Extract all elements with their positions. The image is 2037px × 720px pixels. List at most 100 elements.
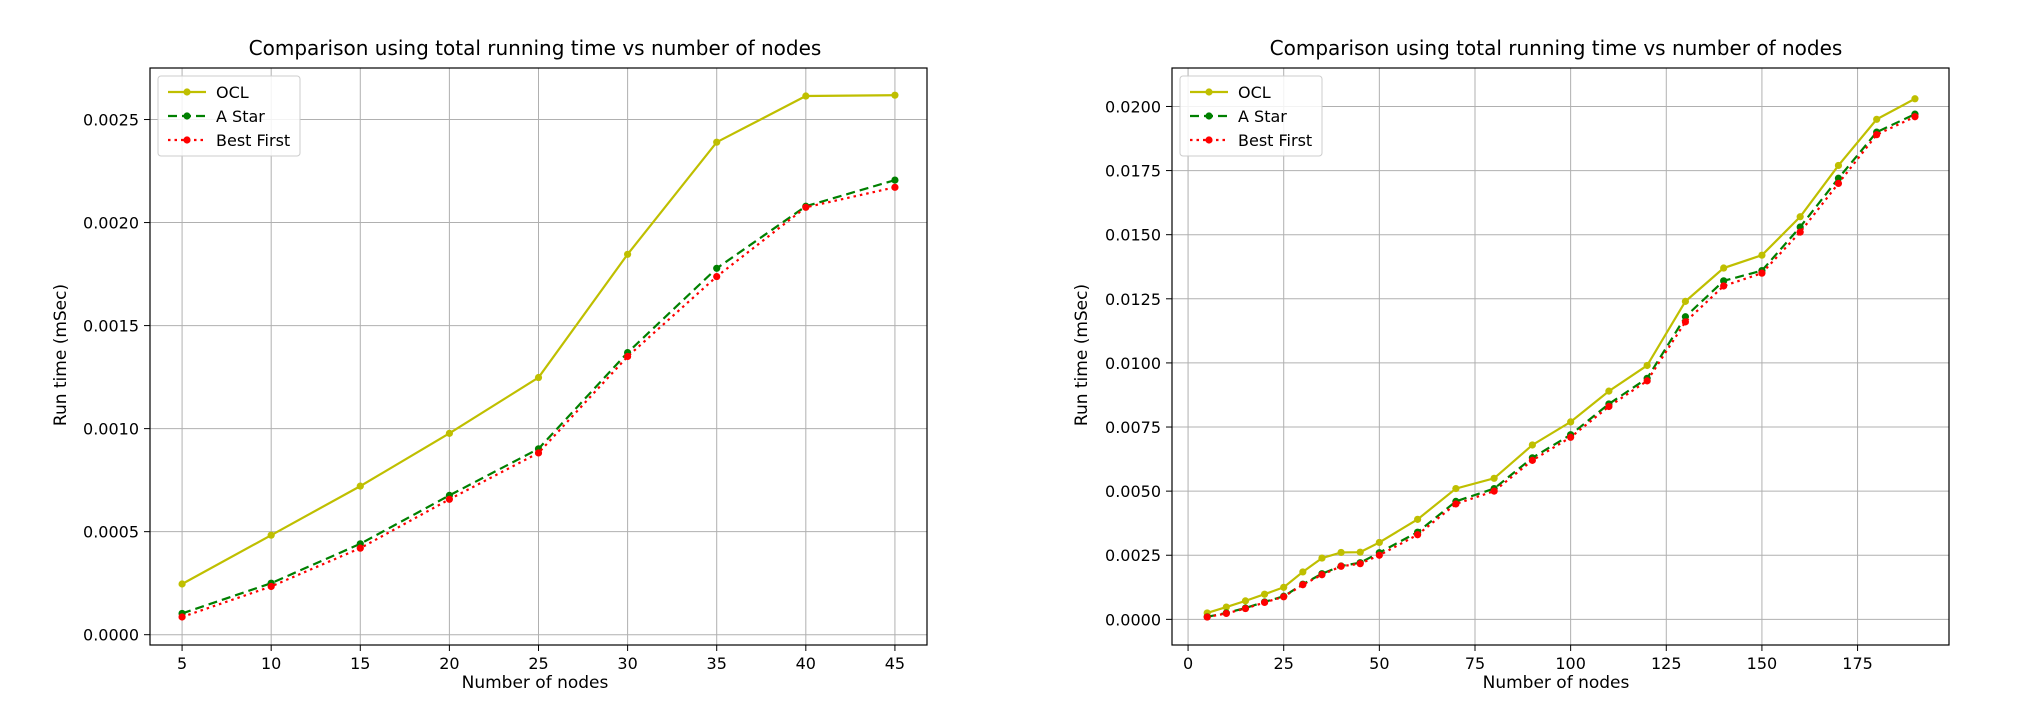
data-point — [1911, 95, 1919, 103]
y-axis-label: Run time (mSec) — [1072, 284, 1092, 426]
data-point — [1222, 609, 1230, 618]
data-point — [1280, 583, 1288, 591]
data-point — [1337, 548, 1345, 557]
data-point — [1260, 590, 1269, 598]
y-tick-label: 0.0150 — [1105, 226, 1161, 245]
data-point — [891, 176, 899, 184]
legend-marker — [1205, 88, 1213, 96]
data-point — [1681, 297, 1690, 305]
legend-marker — [183, 136, 191, 144]
x-tick-label: 75 — [1465, 654, 1485, 673]
legend-label: OCL — [216, 83, 249, 102]
data-point — [1720, 282, 1728, 290]
data-point — [534, 373, 543, 382]
data-point — [1911, 113, 1919, 121]
data-point — [1528, 441, 1536, 449]
chart-left: Comparison using total running time vs n… — [51, 36, 928, 693]
data-point — [1414, 515, 1422, 523]
data-point — [1375, 538, 1383, 547]
y-tick-label: 0.0015 — [83, 317, 139, 336]
data-point — [1222, 603, 1230, 611]
chart-title: Comparison using total running time vs n… — [1270, 36, 1843, 60]
data-point — [713, 264, 721, 272]
data-point — [1299, 568, 1307, 576]
data-point — [534, 449, 543, 457]
x-tick-label: 125 — [1651, 654, 1682, 673]
data-point — [1528, 456, 1536, 464]
data-point — [624, 250, 632, 258]
data-point — [802, 92, 810, 100]
data-point — [891, 183, 899, 191]
x-tick-label: 25 — [528, 654, 548, 673]
y-tick-label: 0.0025 — [1105, 546, 1161, 565]
x-tick-label: 10 — [261, 654, 281, 673]
data-point — [1490, 474, 1498, 482]
y-tick-label: 0.0200 — [1105, 97, 1161, 116]
data-point — [1720, 277, 1728, 285]
x-tick-label: 15 — [350, 654, 370, 673]
data-point — [178, 580, 186, 588]
plot-frame — [149, 67, 928, 646]
data-point — [1796, 213, 1804, 221]
x-tick-label: 100 — [1555, 654, 1586, 673]
data-point — [713, 138, 721, 146]
data-point — [1241, 604, 1250, 613]
data-point — [1567, 433, 1575, 441]
x-tick-label: 45 — [885, 654, 905, 673]
data-point — [1720, 264, 1728, 272]
series-line — [1206, 113, 1916, 618]
data-point — [1834, 174, 1843, 182]
data-point — [1605, 402, 1613, 411]
legend-box — [157, 75, 301, 157]
data-point — [1758, 251, 1766, 259]
y-tick-label: 0.0025 — [83, 111, 139, 130]
data-point — [1796, 228, 1804, 236]
data-point — [713, 272, 721, 281]
data-point — [1834, 179, 1843, 187]
data-point — [1375, 551, 1383, 559]
data-point — [624, 352, 632, 361]
data-point — [1567, 418, 1575, 426]
series-line — [1206, 115, 1916, 619]
data-point — [356, 544, 364, 552]
y-tick-label: 0.0000 — [1105, 610, 1161, 629]
y-tick-label: 0.0075 — [1105, 418, 1161, 437]
y-tick-label: 0.0020 — [83, 214, 139, 233]
legend-box — [1179, 75, 1323, 157]
data-point — [1299, 581, 1307, 589]
x-tick-label: 20 — [439, 654, 459, 673]
data-point — [1414, 531, 1422, 539]
x-tick-label: 25 — [1274, 654, 1294, 673]
legend-label: Best First — [1238, 131, 1312, 150]
x-tick-label: 150 — [1747, 654, 1778, 673]
y-tick-label: 0.0125 — [1105, 290, 1161, 309]
data-point — [1452, 484, 1460, 493]
data-point — [802, 203, 810, 211]
data-point — [1260, 598, 1269, 607]
data-point — [1356, 548, 1364, 556]
data-point — [1681, 318, 1690, 326]
legend-marker — [183, 88, 191, 96]
y-tick-label: 0.0005 — [83, 523, 139, 542]
x-axis-label: Number of nodes — [462, 673, 609, 693]
data-point — [267, 531, 275, 539]
data-point — [1318, 571, 1326, 579]
chart-title: Comparison using total running time vs n… — [249, 36, 822, 60]
legend-label: A Star — [1238, 107, 1287, 126]
data-point — [1356, 560, 1364, 568]
data-point — [1280, 593, 1288, 601]
y-tick-label: 0.0000 — [83, 626, 139, 645]
x-tick-label: 30 — [617, 654, 637, 673]
x-tick-label: 0 — [1183, 654, 1193, 673]
data-point — [1605, 387, 1613, 395]
legend-label: A Star — [216, 107, 265, 126]
legend-marker — [183, 112, 191, 120]
data-point — [1834, 161, 1843, 170]
legend-label: OCL — [1238, 83, 1271, 102]
legend-marker — [1205, 112, 1213, 120]
x-axis-label: Number of nodes — [1483, 673, 1630, 693]
chart-right: Comparison using total running time vs n… — [1072, 36, 1950, 693]
data-point — [1643, 361, 1651, 370]
data-point — [267, 582, 275, 591]
data-point — [356, 482, 364, 490]
